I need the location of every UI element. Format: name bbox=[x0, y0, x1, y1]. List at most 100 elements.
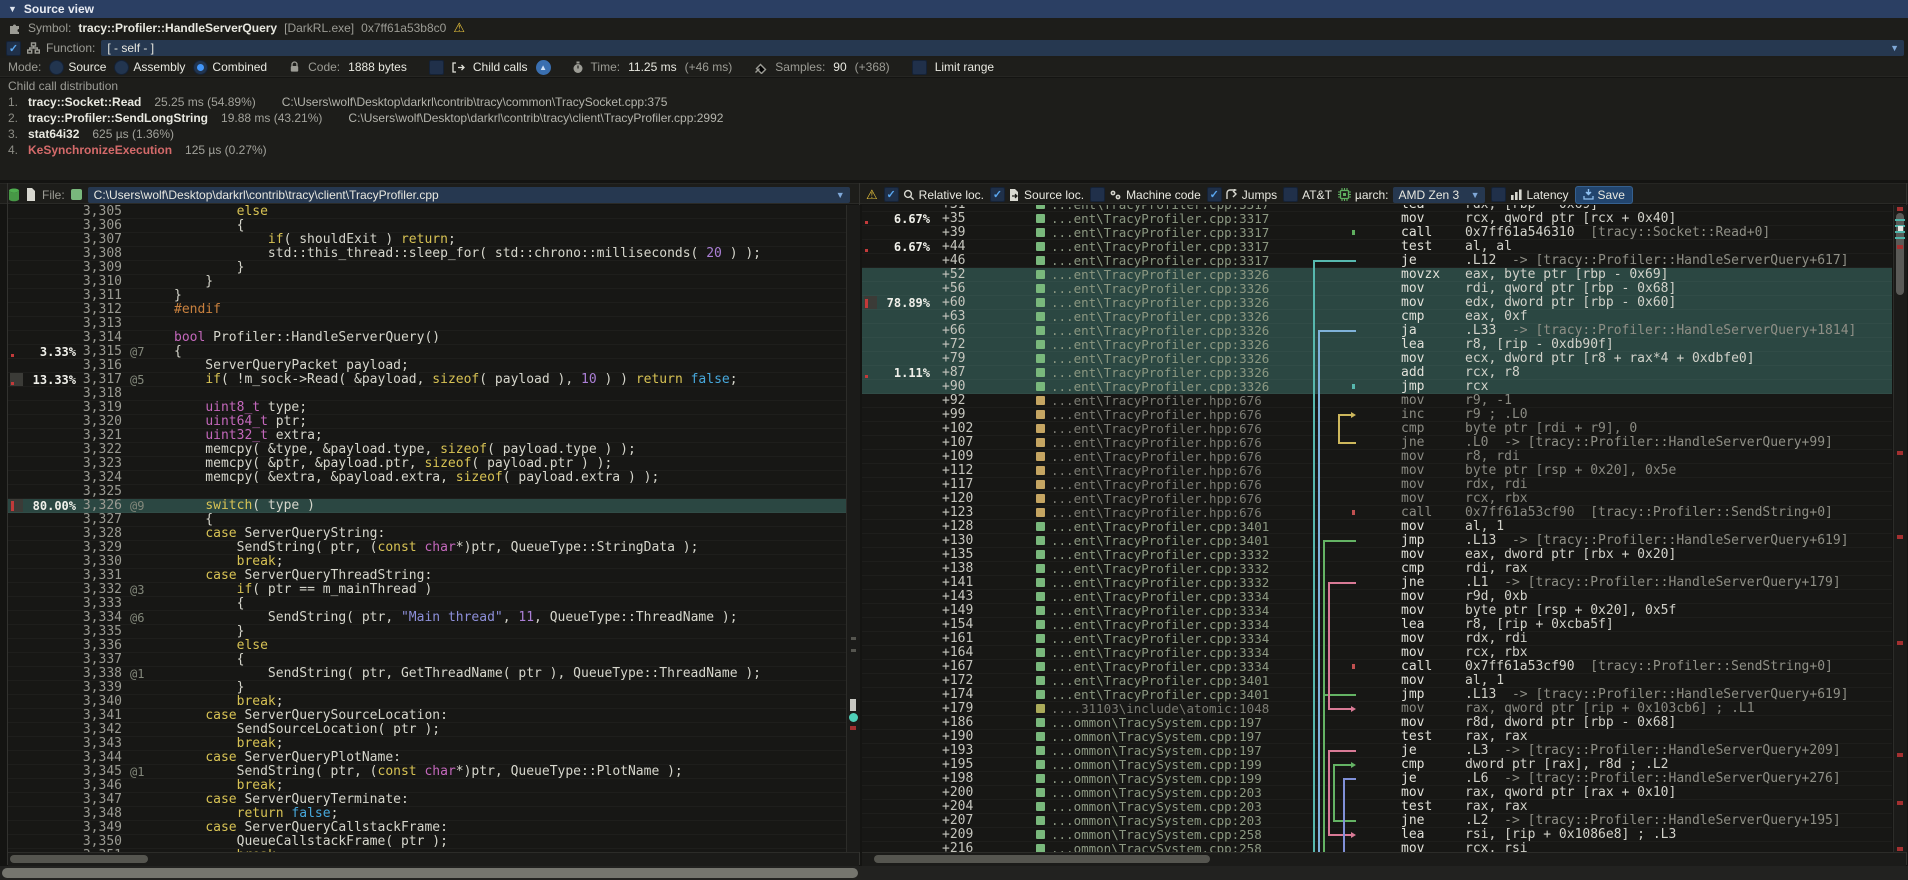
asm-row[interactable]: +193 ...ommon\TracySystem.cpp:197 je .L3 ->… bbox=[862, 743, 1892, 758]
asm-row[interactable]: 1.11% +87 ...ent\TracyProfiler.cpp:3326 add… bbox=[862, 365, 1892, 380]
source-line[interactable]: 3,323 memcpy( &ptr, &payload.ptr, sizeof… bbox=[8, 456, 846, 471]
child-calls-checkbox[interactable] bbox=[428, 59, 444, 75]
splitter-grip[interactable] bbox=[849, 713, 858, 722]
child-call-row[interactable]: 3. stat64i32 625 µs (1.36%) bbox=[8, 127, 174, 141]
asm-row[interactable]: +66 ...ent\TracyProfiler.cpp:3326 ja .L33 -… bbox=[862, 323, 1892, 338]
asm-row[interactable]: +109 ...ent\TracyProfiler.hpp:676 mov r8, r… bbox=[862, 449, 1892, 464]
machine-code-toggle[interactable]: Machine code bbox=[1090, 187, 1201, 202]
source-vertical-scrollbar[interactable] bbox=[846, 205, 860, 852]
asm-row[interactable]: +128 ...ent\TracyProfiler.cpp:3401 mov al, … bbox=[862, 519, 1892, 534]
source-line[interactable]: 3,322 memcpy( &type, &payload.type, size… bbox=[8, 442, 846, 457]
file-combo[interactable]: C:\Users\wolf\Desktop\darkrl\contrib\tra… bbox=[87, 186, 850, 203]
asm-row[interactable]: +112 ...ent\TracyProfiler.hpp:676 mov byte … bbox=[862, 463, 1892, 478]
source-line[interactable]: 3,338 @1 SendString( ptr, GetThreadName( … bbox=[8, 666, 846, 681]
source-line[interactable]: 3,308 std::this_thread::sleep_for( std::… bbox=[8, 246, 846, 261]
asm-row[interactable]: +92 ...ent\TracyProfiler.hpp:676 mov r9, -1 bbox=[862, 393, 1892, 408]
asm-row[interactable]: +99 ...ent\TracyProfiler.hpp:676 inc r9 ; .… bbox=[862, 407, 1892, 422]
asm-row[interactable]: +141 ...ent\TracyProfiler.cpp:3332 jne .L1 … bbox=[862, 575, 1892, 590]
scrollbar-thumb[interactable] bbox=[10, 855, 148, 863]
asm-row[interactable]: +161 ...ent\TracyProfiler.cpp:3334 mov rdx,… bbox=[862, 631, 1892, 646]
source-line[interactable]: 3,335 } bbox=[8, 624, 846, 639]
source-line[interactable]: 3,310 } bbox=[8, 274, 846, 289]
uarch-combo[interactable]: AMD Zen 3 ▼ bbox=[1392, 186, 1485, 203]
asm-row[interactable]: +167 ...ent\TracyProfiler.cpp:3334 call 0x7… bbox=[862, 659, 1892, 674]
asm-row[interactable]: +143 ...ent\TracyProfiler.cpp:3334 mov r9d,… bbox=[862, 589, 1892, 604]
asm-row[interactable]: +117 ...ent\TracyProfiler.hpp:676 mov rdx, … bbox=[862, 477, 1892, 492]
source-line[interactable]: 3,341 case ServerQuerySourceLocation: bbox=[8, 708, 846, 723]
child-call-row[interactable]: 2. tracy::Profiler::SendLongString 19.88 m… bbox=[8, 111, 724, 125]
source-line[interactable]: 3,313 bbox=[8, 316, 846, 331]
asm-row[interactable]: 6.67% +35 ...ent\TracyProfiler.cpp:3317 mov… bbox=[862, 211, 1892, 226]
source-line[interactable]: 3,336 else bbox=[8, 638, 846, 653]
source-line[interactable]: 3,350 QueueCallstackFrame( ptr ); bbox=[8, 834, 846, 849]
source-line[interactable]: 3,324 memcpy( &extra, &payload.extra, si… bbox=[8, 470, 846, 485]
source-line[interactable]: 3,320 uint64_t ptr; bbox=[8, 414, 846, 429]
scrollbar-thumb[interactable] bbox=[1896, 213, 1904, 295]
scrollbar-thumb[interactable] bbox=[2, 868, 858, 878]
source-line[interactable]: 13.33% 3,317 @5 if( !m_sock->Read( &payloa… bbox=[8, 372, 846, 387]
source-line[interactable]: 3,348 return false; bbox=[8, 806, 846, 821]
asm-row[interactable]: +216 ...ommon\TracySystem.cpp:258 mov rcx, … bbox=[862, 841, 1892, 852]
source-line[interactable]: 3,309 } bbox=[8, 260, 846, 275]
source-line[interactable]: 3,346 break; bbox=[8, 778, 846, 793]
asm-row[interactable]: +172 ...ent\TracyProfiler.cpp:3401 mov al, … bbox=[862, 673, 1892, 688]
asm-row[interactable]: +52 ...ent\TracyProfiler.cpp:3326 movzx eax… bbox=[862, 267, 1892, 282]
source-line[interactable]: 3,343 break; bbox=[8, 736, 846, 751]
asm-row[interactable]: +46 ...ent\TracyProfiler.cpp:3317 je .L12 -… bbox=[862, 253, 1892, 268]
assembly-vertical-scrollbar[interactable] bbox=[1893, 205, 1907, 852]
asm-row[interactable]: +154 ...ent\TracyProfiler.cpp:3334 lea r8, … bbox=[862, 617, 1892, 632]
source-line[interactable]: 3,316 ServerQueryPacket payload; bbox=[8, 358, 846, 373]
source-line[interactable]: 3.33% 3,315 @7{ bbox=[8, 344, 846, 359]
asm-row[interactable]: +123 ...ent\TracyProfiler.hpp:676 call 0x7f… bbox=[862, 505, 1892, 520]
source-line[interactable]: 3,306 { bbox=[8, 218, 846, 233]
asm-row[interactable]: +107 ...ent\TracyProfiler.hpp:676 jne .L0 -… bbox=[862, 435, 1892, 450]
asm-row[interactable]: +130 ...ent\TracyProfiler.cpp:3401 jmp .L13… bbox=[862, 533, 1892, 548]
source-line[interactable]: 3,351 break; bbox=[8, 848, 846, 852]
jumps-toggle[interactable]: ✓ Jumps bbox=[1206, 187, 1277, 202]
source-line[interactable]: 3,347 case ServerQueryTerminate: bbox=[8, 792, 846, 807]
child-call-row[interactable]: 4. KeSynchronizeExecution 125 µs (0.27%) bbox=[8, 143, 267, 157]
asm-row[interactable]: +63 ...ent\TracyProfiler.cpp:3326 cmp eax, … bbox=[862, 309, 1892, 324]
asm-row[interactable]: +186 ...ommon\TracySystem.cpp:197 mov r8d, … bbox=[862, 715, 1892, 730]
source-line[interactable]: 3,345 @1 SendString( ptr, (const char*)pt… bbox=[8, 764, 846, 779]
asm-row[interactable]: +56 ...ent\TracyProfiler.cpp:3326 mov rdi, … bbox=[862, 281, 1892, 296]
asm-row[interactable]: +120 ...ent\TracyProfiler.hpp:676 mov rcx, … bbox=[862, 491, 1892, 506]
source-line[interactable]: 3,318 bbox=[8, 386, 846, 401]
source-line[interactable]: 3,312 #endif bbox=[8, 302, 846, 317]
function-combo[interactable]: [ - self - ] ▼ bbox=[101, 40, 1904, 56]
asm-row[interactable]: +90 ...ent\TracyProfiler.cpp:3326 jmp rcx bbox=[862, 379, 1892, 394]
source-line[interactable]: 3,331 case ServerQueryThreadString: bbox=[8, 568, 846, 583]
latency-toggle[interactable]: Latency bbox=[1490, 187, 1569, 202]
asm-row[interactable]: 78.89% +60 ...ent\TracyProfiler.cpp:3326 mo… bbox=[862, 295, 1892, 310]
source-line[interactable]: 3,340 break; bbox=[8, 694, 846, 709]
asm-row[interactable]: +39 ...ent\TracyProfiler.cpp:3317 call 0x7f… bbox=[862, 225, 1892, 240]
asm-row[interactable]: +135 ...ent\TracyProfiler.cpp:3332 mov eax,… bbox=[862, 547, 1892, 562]
collapse-child-calls-button[interactable]: ▲ bbox=[535, 59, 551, 75]
source-line[interactable]: 3,344 case ServerQueryPlotName: bbox=[8, 750, 846, 765]
source-line[interactable]: 3,328 case ServerQueryString: bbox=[8, 526, 846, 541]
source-line[interactable]: 80.00% 3,326 @9 switch( type ) bbox=[8, 498, 846, 513]
att-toggle[interactable]: AT&T bbox=[1283, 187, 1332, 202]
source-line[interactable]: 3,319 uint8_t type; bbox=[8, 400, 846, 415]
source-line[interactable]: 3,305 else bbox=[8, 205, 846, 219]
source-line[interactable]: 3,337 { bbox=[8, 652, 846, 667]
source-line[interactable]: 3,327 { bbox=[8, 512, 846, 527]
window-horizontal-scrollbar[interactable] bbox=[0, 866, 1908, 880]
asm-row[interactable]: +149 ...ent\TracyProfiler.cpp:3334 mov byte… bbox=[862, 603, 1892, 618]
asm-row[interactable]: 6.67% +44 ...ent\TracyProfiler.cpp:3317 tes… bbox=[862, 239, 1892, 254]
scrollbar-thumb[interactable] bbox=[874, 855, 1210, 863]
asm-row[interactable]: +179 ....31103\include\atomic:1048 mov rax,… bbox=[862, 701, 1892, 716]
source-horizontal-scrollbar[interactable] bbox=[8, 852, 859, 866]
asm-row[interactable]: +190 ...ommon\TracySystem.cpp:197 test rax,… bbox=[862, 729, 1892, 744]
source-line[interactable]: 3,339 } bbox=[8, 680, 846, 695]
mode-radio-source[interactable]: Source bbox=[49, 59, 106, 75]
source-line[interactable]: 3,332 @3 if( ptr == m_mainThread ) bbox=[8, 582, 846, 597]
asm-row[interactable]: +204 ...ommon\TracySystem.cpp:203 test rax,… bbox=[862, 799, 1892, 814]
source-line[interactable]: 3,311} bbox=[8, 288, 846, 303]
mode-radio-assembly[interactable]: Assembly bbox=[114, 59, 185, 75]
collapse-icon[interactable]: ▼ bbox=[8, 4, 17, 14]
asm-row[interactable]: +195 ...ommon\TracySystem.cpp:199 cmp dword… bbox=[862, 757, 1892, 772]
source-line[interactable]: 3,334 @6 SendString( ptr, "Main thread", … bbox=[8, 610, 846, 625]
save-button[interactable]: Save bbox=[1574, 185, 1633, 204]
asm-row[interactable]: +198 ...ommon\TracySystem.cpp:199 je .L6 ->… bbox=[862, 771, 1892, 786]
